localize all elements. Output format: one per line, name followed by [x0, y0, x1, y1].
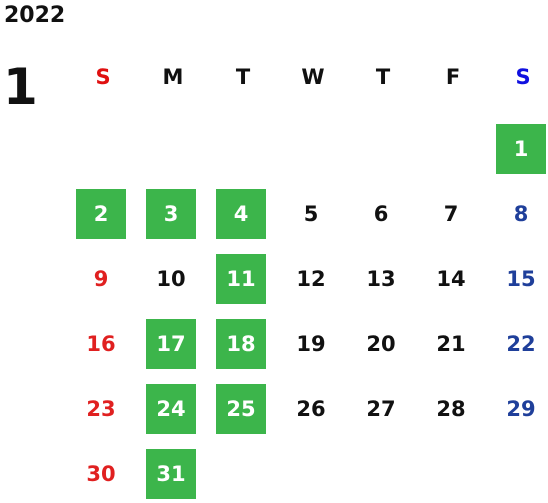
day-cell[interactable]: 30 [86, 462, 116, 486]
day-cell[interactable]: 16 [86, 332, 116, 356]
day-cell[interactable]: 18 [216, 319, 266, 369]
month-number: 1 [3, 58, 38, 116]
weekday-header: S [515, 65, 531, 89]
day-cell[interactable]: 3 [146, 189, 196, 239]
day-cell[interactable]: 9 [93, 267, 109, 291]
day-cell[interactable]: 5 [303, 202, 319, 226]
day-cell[interactable]: 23 [86, 397, 116, 421]
day-cell[interactable]: 8 [513, 202, 529, 226]
day-cell[interactable]: 21 [436, 332, 466, 356]
day-cell[interactable]: 28 [436, 397, 466, 421]
day-cell[interactable]: 31 [146, 449, 196, 499]
day-cell[interactable]: 15 [506, 267, 536, 291]
year-label: 2022 [4, 3, 66, 28]
weekday-header: M [162, 65, 184, 89]
day-cell[interactable]: 14 [436, 267, 466, 291]
day-cell[interactable]: 20 [366, 332, 396, 356]
day-cell[interactable]: 4 [216, 189, 266, 239]
weekday-header: T [375, 65, 391, 89]
day-cell[interactable]: 25 [216, 384, 266, 434]
day-cell[interactable]: 19 [296, 332, 326, 356]
weekday-header: S [95, 65, 111, 89]
day-cell[interactable]: 1 [496, 124, 546, 174]
day-cell[interactable]: 12 [296, 267, 326, 291]
weekday-header: F [445, 65, 461, 89]
day-cell[interactable]: 10 [156, 267, 186, 291]
weekday-header: T [235, 65, 251, 89]
day-cell[interactable]: 24 [146, 384, 196, 434]
day-cell[interactable]: 26 [296, 397, 326, 421]
day-cell[interactable]: 27 [366, 397, 396, 421]
day-cell[interactable]: 29 [506, 397, 536, 421]
day-cell[interactable]: 22 [506, 332, 536, 356]
day-cell[interactable]: 11 [216, 254, 266, 304]
day-cell[interactable]: 13 [366, 267, 396, 291]
day-cell[interactable]: 17 [146, 319, 196, 369]
day-cell[interactable]: 2 [76, 189, 126, 239]
weekday-header: W [301, 65, 325, 89]
day-cell[interactable]: 6 [373, 202, 389, 226]
day-cell[interactable]: 7 [443, 202, 459, 226]
